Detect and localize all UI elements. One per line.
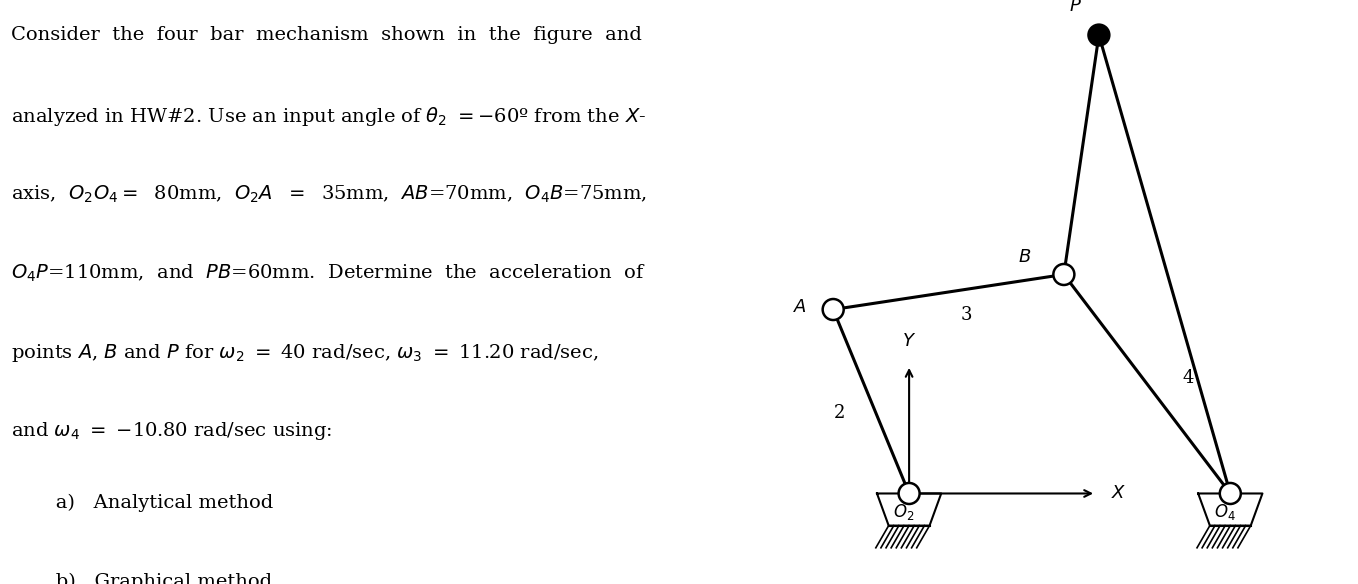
Text: 3: 3 xyxy=(960,307,972,324)
Text: $Y$: $Y$ xyxy=(902,332,917,350)
Text: and $\omega_4$ $=$ −10.80 rad/sec using:: and $\omega_4$ $=$ −10.80 rad/sec using: xyxy=(11,420,333,443)
Circle shape xyxy=(1219,483,1241,504)
Text: $X$: $X$ xyxy=(1111,485,1126,502)
Polygon shape xyxy=(1198,493,1263,526)
Text: 2: 2 xyxy=(834,404,845,422)
Text: axis,  $O_2O_4$$=$  80mm,  $O_2A$  $=$  35mm,  $AB$=70mm,  $O_4B$=75mm,: axis, $O_2O_4$$=$ 80mm, $O_2A$ $=$ 35mm,… xyxy=(11,184,648,205)
Text: $B$: $B$ xyxy=(1018,248,1032,266)
Text: b)   Graphical method: b) Graphical method xyxy=(37,572,272,584)
Text: $O_2$: $O_2$ xyxy=(892,502,914,522)
Text: $O_4$: $O_4$ xyxy=(1214,502,1236,522)
Polygon shape xyxy=(877,493,941,526)
Text: points $A$, $B$ and $P$ for $\omega_2$ $=$ 40 rad/sec, $\omega_3$ $=$ 11.20 rad/: points $A$, $B$ and $P$ for $\omega_2$ $… xyxy=(11,342,599,364)
Text: 4: 4 xyxy=(1181,369,1194,387)
Text: $P$: $P$ xyxy=(1069,0,1082,15)
Text: analyzed in HW#2. Use an input angle of $\theta_2\ =$−60º from the $X$-: analyzed in HW#2. Use an input angle of … xyxy=(11,105,646,128)
Text: Consider  the  four  bar  mechanism  shown  in  the  figure  and: Consider the four bar mechanism shown in… xyxy=(11,26,642,44)
Circle shape xyxy=(1054,264,1074,285)
Text: $O_4P$=110mm,  and  $PB$=60mm.  Determine  the  acceleration  of: $O_4P$=110mm, and $PB$=60mm. Determine t… xyxy=(11,263,646,284)
Circle shape xyxy=(899,483,919,504)
Text: a)   Analytical method: a) Analytical method xyxy=(37,493,273,512)
Circle shape xyxy=(1088,23,1111,47)
Circle shape xyxy=(823,299,843,320)
Text: $A$: $A$ xyxy=(793,298,807,315)
